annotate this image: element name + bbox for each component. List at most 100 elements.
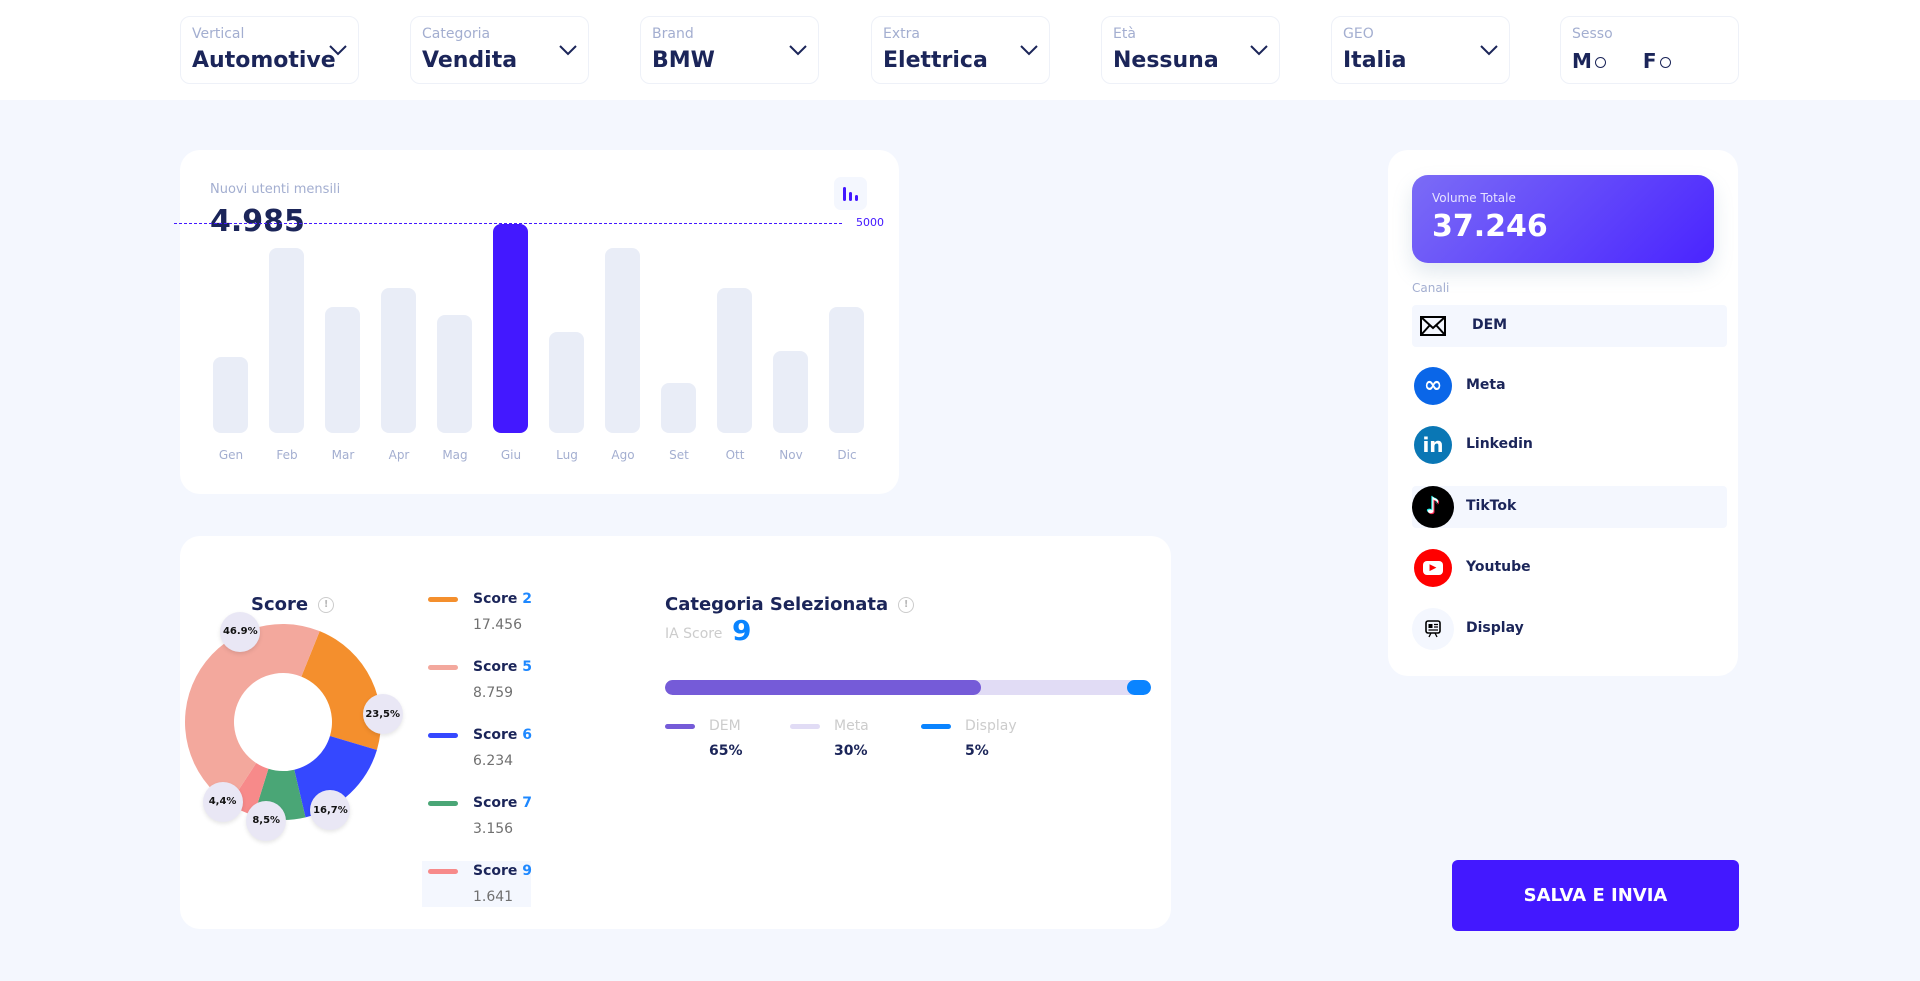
legend-swatch: [428, 869, 458, 874]
channel-meta[interactable]: ∞ Meta: [1412, 365, 1727, 407]
bar-chart-icon[interactable]: [834, 177, 867, 210]
info-icon[interactable]: !: [898, 597, 915, 613]
channels-card: Volume Totale 37.246 Canali: [1388, 150, 1738, 676]
slice-score-5[interactable]: [184, 624, 320, 805]
legend-swatch: [428, 665, 458, 670]
reference-label: 5000: [856, 216, 884, 229]
monthly-title: Nuovi utenti mensili: [210, 182, 341, 197]
bar-apr[interactable]: [381, 288, 416, 433]
channel-display[interactable]: Display: [1412, 608, 1727, 650]
channel-split-bar: [665, 680, 1151, 695]
categoria-title: Categoria Selezionata: [665, 594, 889, 615]
bar-feb[interactable]: [269, 248, 304, 433]
filter-value: BMW: [652, 48, 715, 73]
channel-tiktok[interactable]: ♪ TikTok: [1412, 486, 1727, 528]
channel-dem[interactable]: DEM: [1412, 305, 1727, 347]
linkedin-icon: in: [1412, 424, 1454, 466]
bar-mag[interactable]: [437, 315, 472, 433]
chevron-down-icon: [559, 45, 577, 56]
bar-gen[interactable]: [213, 357, 248, 433]
chevron-down-icon: [789, 45, 807, 56]
channel-youtube[interactable]: ▶ Youtube: [1412, 547, 1727, 589]
monthly-users-card: Nuovi utenti mensili 4.985 Gen Feb Mar Apr M…: [174, 150, 899, 494]
month-label: Dic: [837, 448, 857, 462]
split-swatch: [921, 724, 951, 729]
bar-dic[interactable]: [829, 307, 864, 433]
month-label: Mar: [331, 448, 355, 462]
split-dem: [665, 680, 981, 695]
month-label: Ott: [725, 448, 745, 462]
score-card: Score! 23,5% 16,7% 8,5% 4,4% 46.9% Score 2 17…: [180, 536, 1171, 929]
legend-swatch: [428, 597, 458, 602]
month-label: Gen: [218, 448, 244, 462]
legend-value: 6.234: [473, 753, 514, 769]
legend-item[interactable]: Score 2: [473, 591, 533, 607]
channel-linkedin[interactable]: in Linkedin: [1412, 424, 1727, 466]
sesso-filter: Sesso M F: [1560, 16, 1739, 84]
filter-label: Brand: [652, 26, 694, 42]
filter-età[interactable]: Età Nessuna: [1101, 16, 1280, 84]
month-label: Apr: [388, 448, 410, 462]
month-label: Set: [669, 448, 689, 462]
legend-item[interactable]: Score 5: [473, 659, 533, 675]
legend-item[interactable]: Score 6: [473, 727, 533, 743]
score-donut: [184, 624, 381, 820]
sesso-label: Sesso: [1572, 26, 1613, 42]
legend-value: 17.456: [473, 617, 522, 633]
split-display: [1126, 680, 1151, 695]
filter-extra[interactable]: Extra Elettrica: [871, 16, 1050, 84]
legend-swatch: [428, 733, 458, 738]
chevron-down-icon: [329, 45, 347, 56]
bar-ago[interactable]: [605, 248, 640, 433]
slice-label: 46.9%: [220, 611, 261, 652]
month-label: Mag: [442, 448, 468, 462]
filter-label: Vertical: [192, 26, 245, 42]
legend-item[interactable]: Score 9: [473, 863, 533, 879]
youtube-icon: ▶: [1412, 547, 1454, 589]
split-meta: [980, 680, 1127, 695]
filter-geo[interactable]: GEO Italia: [1331, 16, 1510, 84]
legend-highlight: [422, 861, 531, 907]
split-swatch: [790, 724, 820, 729]
info-icon[interactable]: !: [318, 597, 335, 613]
split-swatch: [665, 724, 695, 729]
month-label: Nov: [779, 448, 803, 462]
filter-label: Categoria: [422, 26, 491, 42]
legend-item[interactable]: Score 7: [473, 795, 533, 811]
ia-score-value: 9: [732, 614, 752, 647]
radio-f[interactable]: F: [1643, 49, 1671, 73]
slice-label: 23,5%: [362, 694, 403, 735]
filter-categoria[interactable]: Categoria Vendita: [410, 16, 589, 84]
legend-value: 3.156: [473, 821, 514, 837]
reference-line: [174, 223, 842, 224]
split-pct: 30%: [834, 743, 868, 759]
filter-value: Vendita: [422, 48, 518, 73]
filter-brand[interactable]: Brand BMW: [640, 16, 819, 84]
save-send-button[interactable]: SALVA E INVIA: [1452, 860, 1739, 931]
radio-m[interactable]: M: [1572, 49, 1606, 73]
slice-label: 8,5%: [246, 800, 287, 841]
volume-label: Volume Totale: [1432, 191, 1516, 205]
bar-nov[interactable]: [773, 351, 808, 433]
split-name: Display: [965, 718, 1017, 734]
split-pct: 65%: [709, 743, 743, 759]
filter-label: Età: [1113, 26, 1136, 42]
bar-lug[interactable]: [549, 332, 584, 433]
channel-name: Youtube: [1466, 559, 1531, 575]
meta-icon: ∞: [1412, 365, 1454, 407]
bar-mar[interactable]: [325, 307, 360, 433]
chevron-down-icon: [1020, 45, 1038, 56]
ia-score-label: IA Score: [665, 626, 723, 642]
volume-value: 37.246: [1432, 209, 1548, 244]
channel-name: Display: [1466, 620, 1524, 636]
filter-value: Italia: [1343, 48, 1407, 73]
channel-name: DEM: [1472, 317, 1508, 333]
score-title: Score: [251, 594, 309, 615]
bar-ott[interactable]: [717, 288, 752, 433]
bar-set[interactable]: [661, 382, 696, 433]
slice-score-2[interactable]: [301, 631, 381, 750]
bar-giu[interactable]: [493, 223, 528, 433]
slice-label: 16,7%: [310, 790, 351, 831]
filter-vertical[interactable]: Vertical Automotive: [180, 16, 359, 84]
filter-value: Nessuna: [1113, 48, 1219, 73]
